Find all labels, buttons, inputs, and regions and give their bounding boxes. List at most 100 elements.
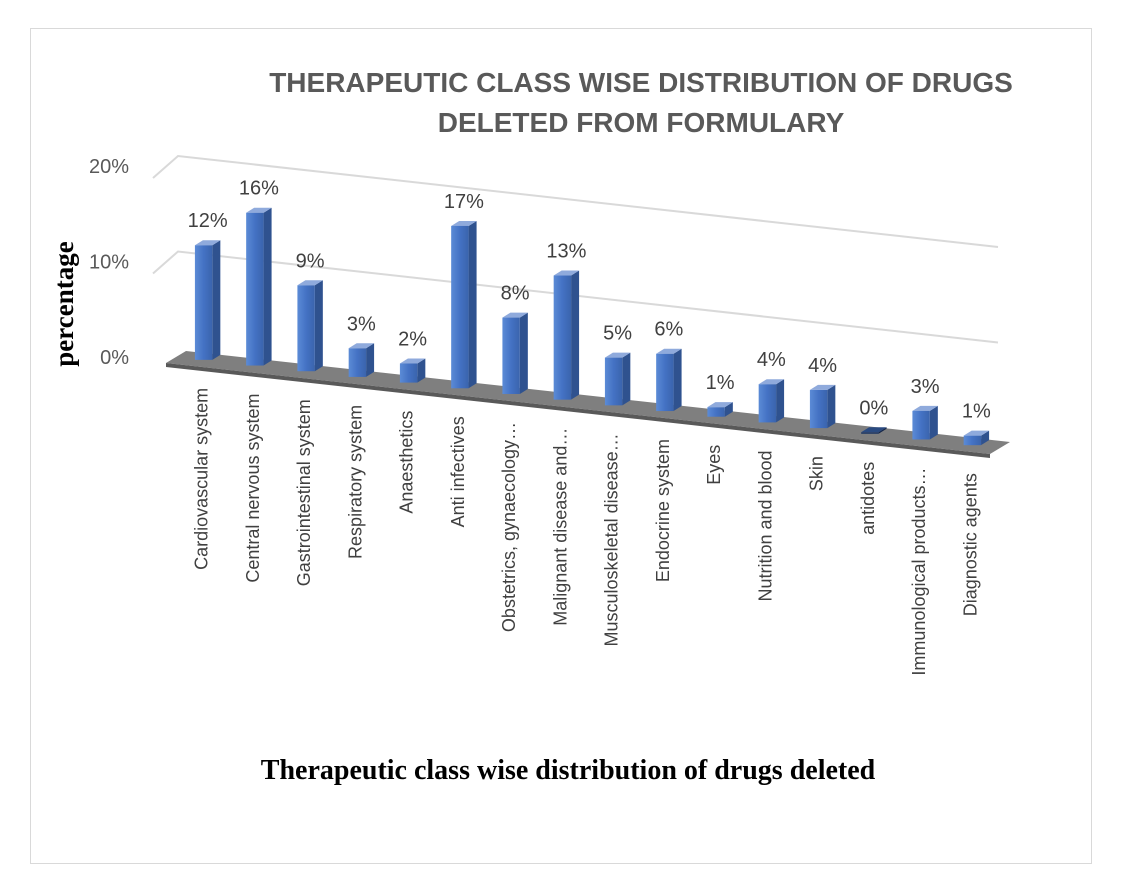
- bar: [809, 384, 836, 429]
- bar-top: [399, 358, 426, 364]
- category-labels: Cardiovascular system Central nervous sys…: [192, 388, 981, 676]
- bar: [348, 343, 375, 377]
- bar-side: [776, 379, 785, 423]
- y-tick-label: 10%: [89, 252, 129, 274]
- bar-side: [673, 348, 682, 412]
- bar-top: [604, 352, 631, 358]
- bar-top: [348, 343, 375, 349]
- data-label: 16%: [239, 178, 279, 200]
- bar-side: [878, 427, 887, 434]
- bar: [963, 430, 990, 446]
- x-axis-title: Therapeutic class wise distribution of d…: [261, 755, 876, 786]
- bar: [194, 240, 221, 360]
- bar: [246, 207, 272, 366]
- bar-front: [861, 432, 879, 434]
- data-label: 17%: [444, 191, 484, 213]
- category-label: Obstetrics, gynaecology…: [499, 422, 519, 632]
- category-label: Cardiovascular system: [192, 388, 212, 570]
- bar-side: [417, 358, 426, 383]
- chart-title-line-1: THERAPEUTIC CLASS WISE DISTRIBUTION OF D…: [269, 67, 1013, 98]
- bar-front: [553, 275, 572, 400]
- bar-top: [502, 312, 528, 318]
- data-label: 12%: [188, 210, 228, 232]
- bar: [758, 379, 785, 423]
- data-label: 4%: [808, 355, 837, 377]
- bar-top: [963, 430, 990, 436]
- bar-side: [519, 312, 528, 394]
- category-label: Eyes: [704, 445, 724, 485]
- bar: [707, 402, 733, 417]
- y-tick-labels: 0% 10% 20%: [89, 156, 129, 369]
- bar-top: [451, 220, 477, 226]
- category-label: antidotes: [858, 462, 878, 535]
- bar-front: [707, 407, 725, 417]
- bar-side: [468, 220, 477, 389]
- chart-frame: THERAPEUTIC CLASS WISE DISTRIBUTION OF D…: [30, 28, 1092, 864]
- bar-front: [502, 317, 520, 394]
- bar-front: [604, 357, 623, 406]
- data-label: 0%: [859, 397, 888, 419]
- bar-front: [297, 285, 315, 372]
- bar-front: [963, 435, 982, 446]
- gridline: [152, 154, 999, 249]
- bar: [912, 405, 938, 440]
- y-axis-title: percentage: [49, 241, 79, 366]
- bar-side: [366, 343, 375, 377]
- category-label: Skin: [807, 456, 827, 491]
- data-label: 8%: [501, 283, 530, 305]
- bar: [451, 220, 477, 389]
- bar-front: [912, 410, 930, 440]
- bar-top: [809, 384, 836, 390]
- bars: [194, 207, 990, 446]
- category-label: Anaesthetics: [397, 411, 417, 514]
- chart-title: THERAPEUTIC CLASS WISE DISTRIBUTION OF D…: [269, 67, 1013, 138]
- bar: [297, 280, 323, 372]
- bar-side: [263, 207, 272, 366]
- category-label: Malignant disease and…: [550, 428, 570, 626]
- bar-top: [553, 270, 580, 276]
- category-label: Gastrointestinal system: [294, 399, 314, 586]
- bar: [553, 270, 580, 400]
- category-label: Central nervous system: [243, 394, 263, 583]
- chart-title-line-2: DELETED FROM FORMULARY: [438, 107, 845, 138]
- chart-svg: THERAPEUTIC CLASS WISE DISTRIBUTION OF D…: [49, 67, 1013, 786]
- gridlines: [152, 154, 999, 344]
- bar-top: [912, 405, 938, 411]
- bar-front: [348, 348, 367, 377]
- bar-top: [758, 379, 785, 385]
- bar-front: [194, 245, 213, 360]
- bar: [399, 358, 426, 383]
- bar-top: [297, 280, 323, 286]
- data-labels: 12% 16% 9% 3% 2% 17% 8% 13% 5% 6% 1% 4% 4% 0% 3% 1%: [188, 178, 991, 423]
- category-label: Musculoskeletal disease…: [602, 433, 622, 646]
- gridline: [152, 250, 999, 344]
- category-label: Nutrition and blood: [755, 450, 775, 601]
- bar-side: [212, 240, 221, 360]
- bar-front: [399, 363, 418, 383]
- bar-side: [929, 405, 938, 440]
- bar-front: [758, 384, 777, 423]
- bar-top: [707, 402, 733, 408]
- floor-edge: [166, 363, 990, 459]
- bar-side: [314, 280, 323, 372]
- bar-side: [622, 352, 631, 406]
- bar: [656, 348, 682, 412]
- bar-front: [809, 389, 828, 429]
- bar-top: [656, 348, 682, 354]
- category-label: Anti infectives: [448, 416, 468, 527]
- data-label: 1%: [962, 401, 991, 423]
- data-label: 1%: [706, 372, 735, 394]
- bar-side: [724, 402, 733, 417]
- bar-front: [656, 353, 674, 412]
- bar-front: [451, 225, 469, 389]
- bar-side: [827, 384, 836, 429]
- bar-side: [981, 430, 990, 446]
- bar-side: [571, 270, 580, 400]
- bar-top: [246, 207, 272, 213]
- category-label: Respiratory system: [345, 405, 365, 559]
- data-label: 13%: [546, 241, 586, 263]
- chart-floor: [166, 351, 1010, 459]
- y-tick-label: 20%: [89, 156, 129, 178]
- data-label: 4%: [757, 349, 786, 371]
- category-label: Diagnostic agents: [960, 473, 980, 616]
